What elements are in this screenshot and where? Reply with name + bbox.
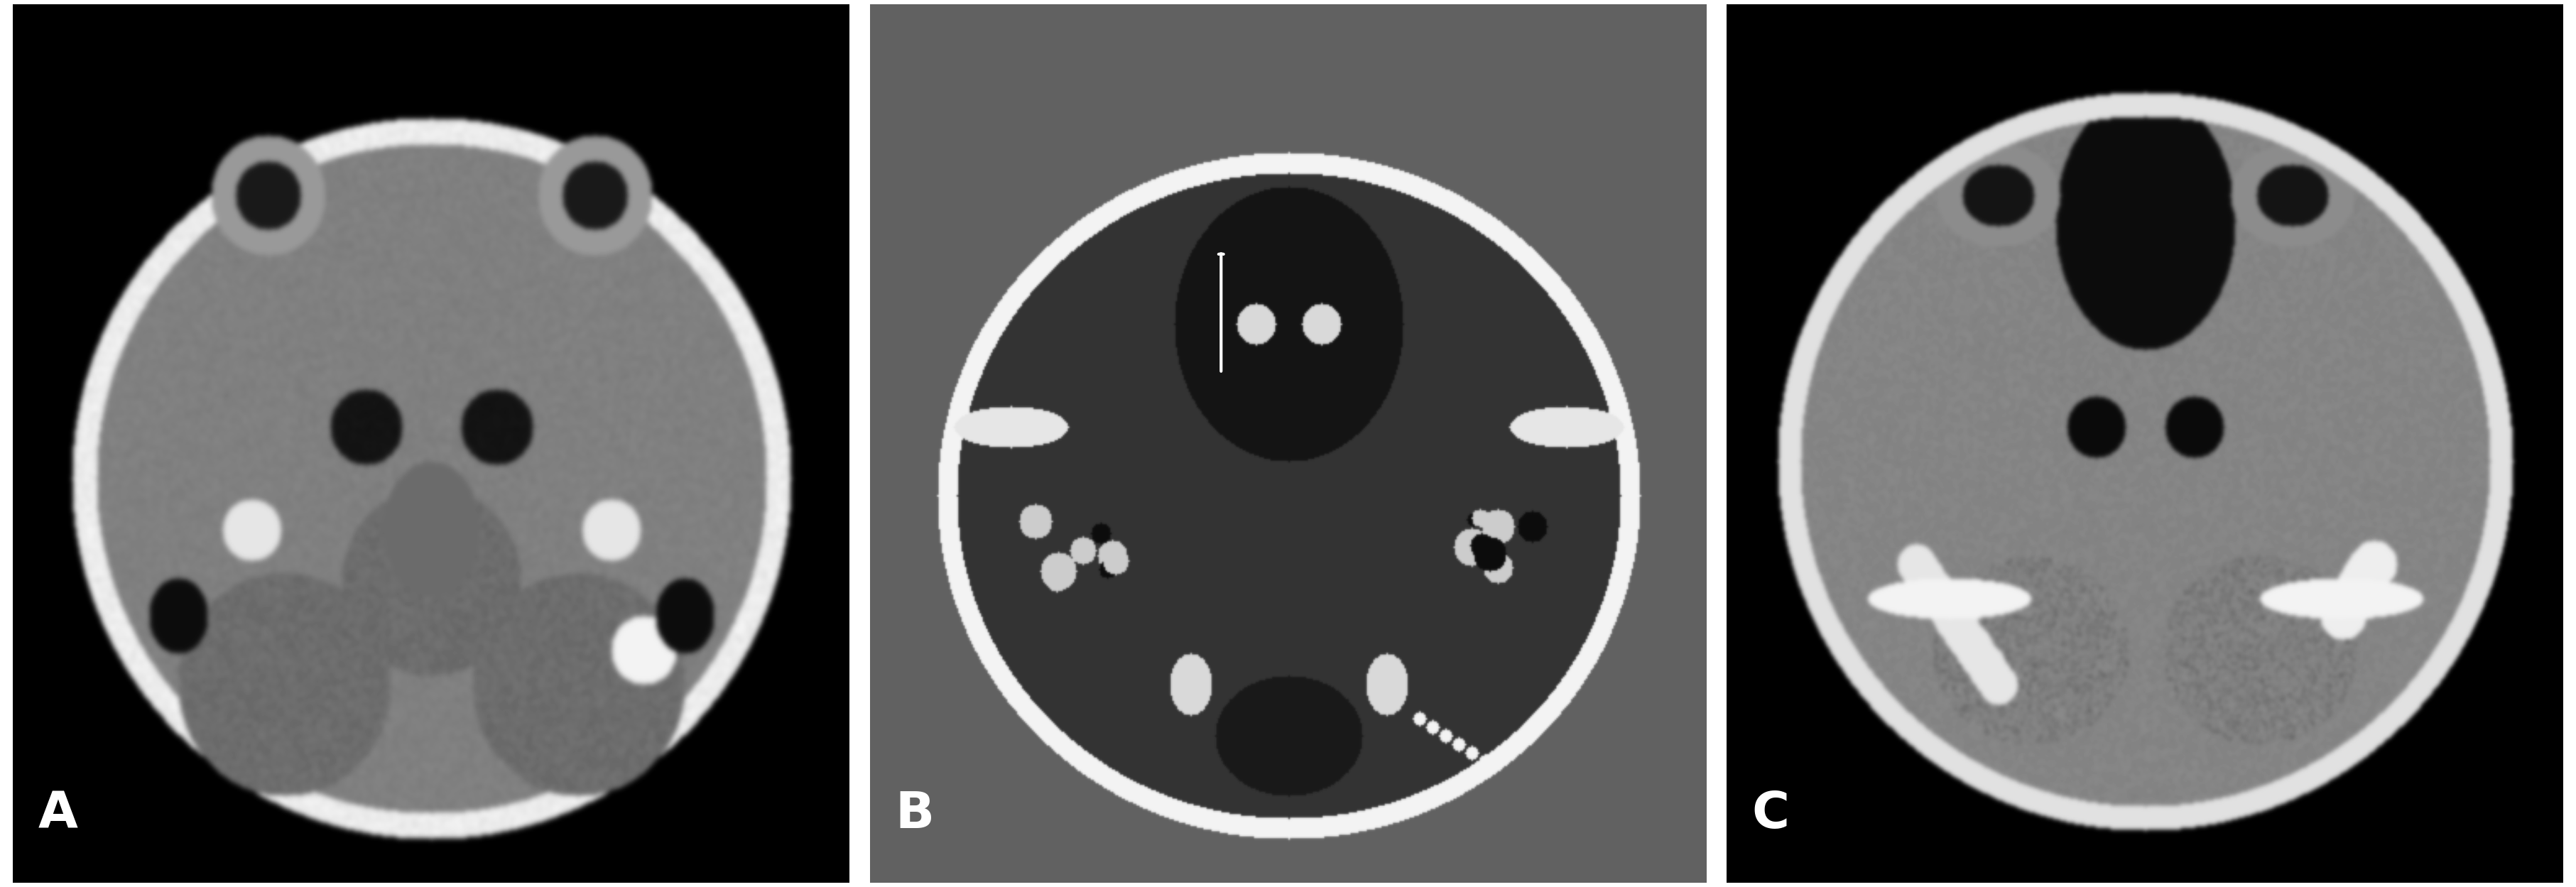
Text: C: C — [1752, 789, 1790, 839]
Text: A: A — [39, 789, 77, 839]
Text: B: B — [894, 789, 935, 839]
